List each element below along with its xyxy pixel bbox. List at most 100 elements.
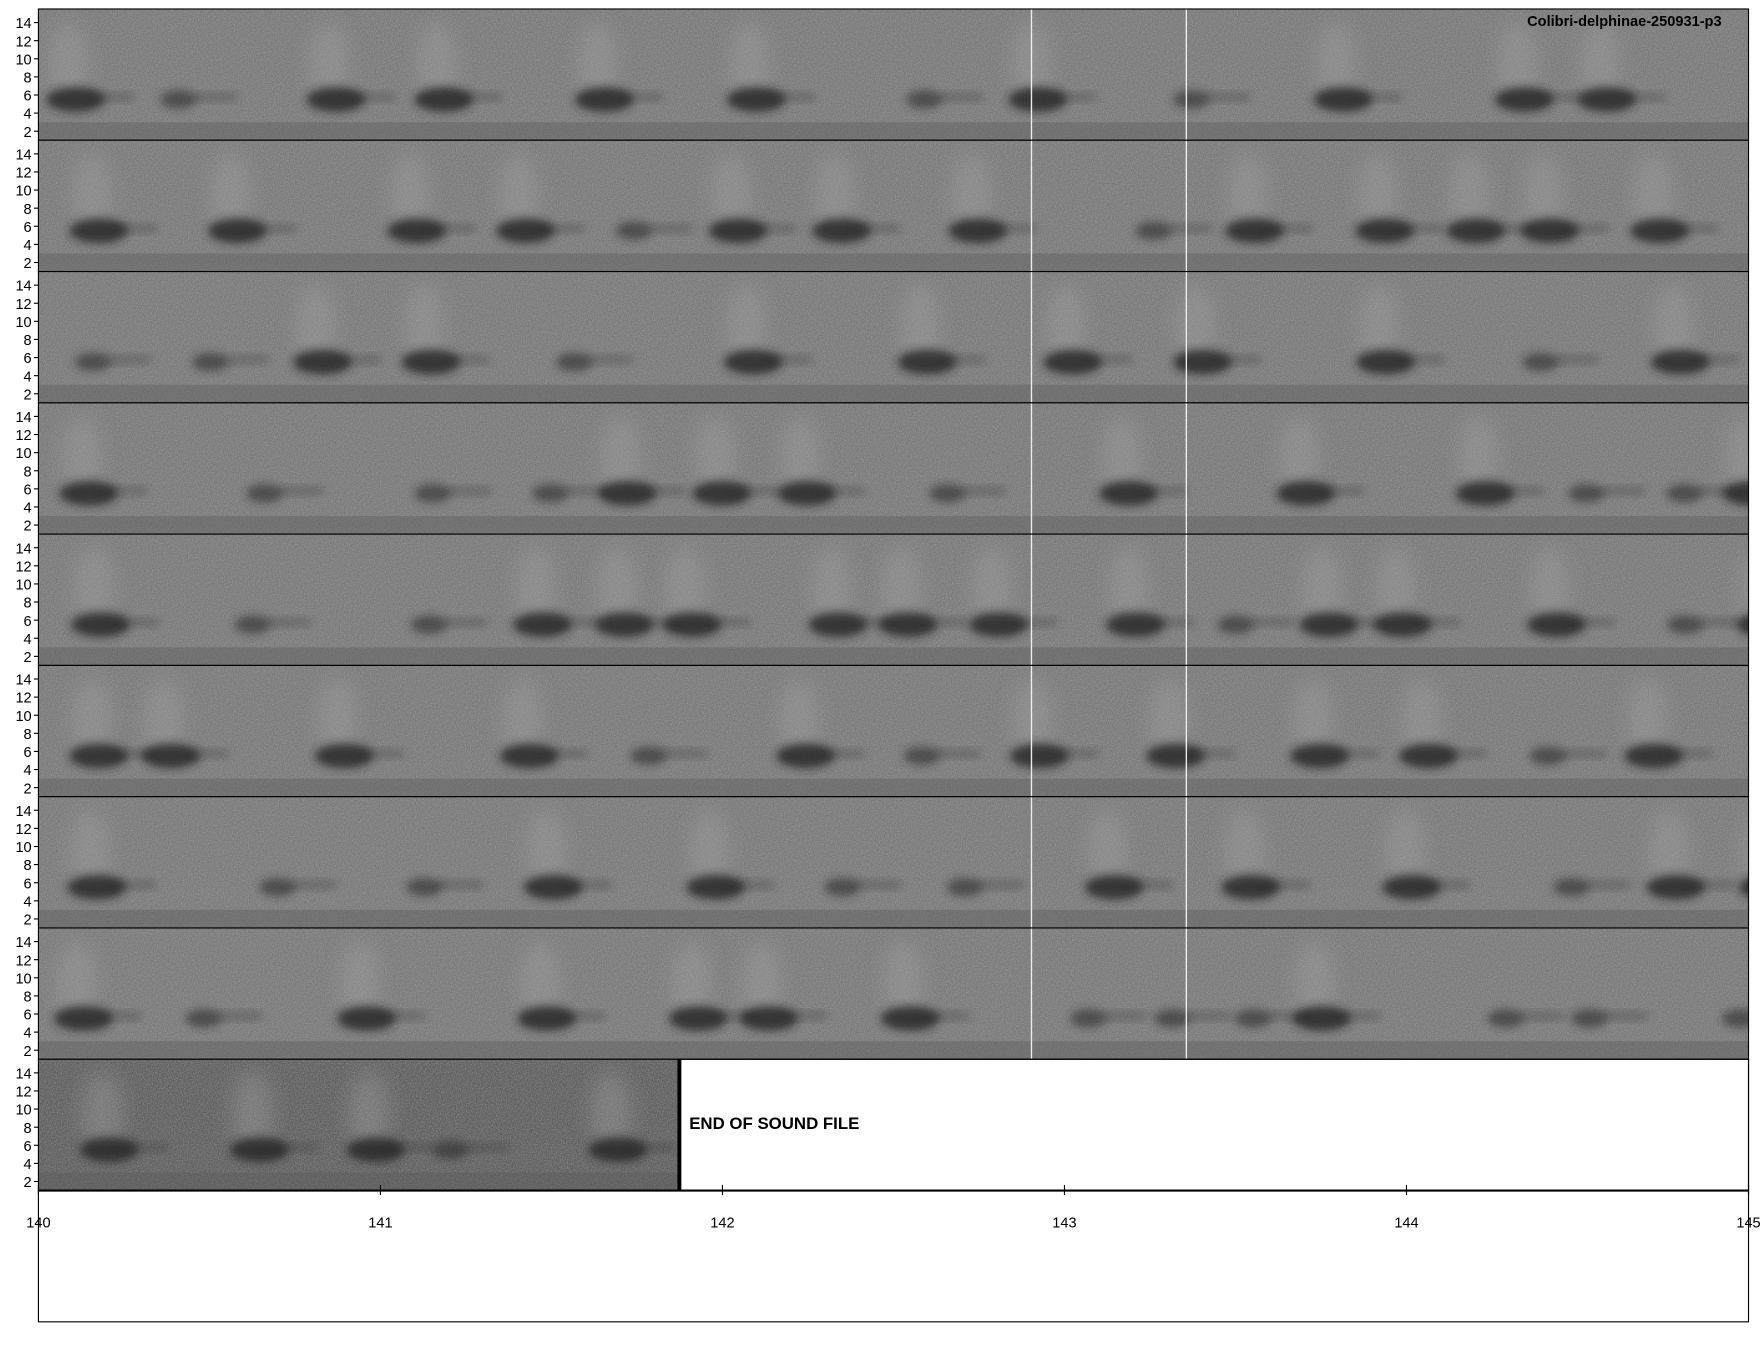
call-tail bbox=[851, 618, 897, 627]
call-tail bbox=[1264, 880, 1310, 889]
y-tick-label: 10 bbox=[15, 578, 31, 594]
y-tick-label: 12 bbox=[15, 822, 31, 838]
call-tail bbox=[587, 355, 633, 364]
call-tail bbox=[729, 880, 774, 889]
call-smear bbox=[143, 677, 184, 763]
call-body bbox=[185, 1009, 222, 1028]
call-body bbox=[432, 1140, 469, 1159]
call-smear bbox=[1648, 808, 1690, 894]
call-body bbox=[414, 484, 451, 503]
call-smear bbox=[1653, 283, 1694, 369]
y-tick-label: 12 bbox=[15, 166, 31, 182]
call-tail bbox=[1424, 880, 1470, 889]
call-body bbox=[1487, 1009, 1524, 1028]
call-smear bbox=[1316, 20, 1357, 106]
call-smear bbox=[519, 939, 561, 1025]
spectrogram-row: 2 4 6 8 10 12 14 bbox=[15, 270, 1750, 404]
call-tail bbox=[766, 355, 812, 364]
call-tail bbox=[1441, 749, 1487, 758]
call-smear bbox=[1012, 677, 1053, 763]
call-tail bbox=[782, 1012, 827, 1021]
call-smear bbox=[729, 20, 770, 106]
y-tick-label: 10 bbox=[15, 1103, 31, 1119]
y-tick-label: 10 bbox=[15, 184, 31, 200]
call-tail bbox=[1148, 618, 1194, 627]
call-smear bbox=[1724, 414, 1749, 500]
call-smear bbox=[688, 808, 730, 894]
call-smear bbox=[73, 545, 114, 632]
x-tick-label: 141 bbox=[368, 1216, 392, 1232]
call-smear bbox=[778, 677, 819, 763]
spectrogram-row: 2 4 6 8 10 12 14 bbox=[15, 664, 1750, 798]
y-tick-label: 2 bbox=[24, 781, 32, 797]
spectrogram-row: END OF SOUND FILE 2 4 6 8 10 12 14 bbox=[15, 1058, 1750, 1192]
call-tail bbox=[1673, 224, 1718, 233]
call-tail bbox=[1553, 355, 1599, 364]
call-body bbox=[1135, 221, 1172, 240]
y-tick-label: 4 bbox=[24, 1026, 32, 1042]
call-tail bbox=[751, 224, 797, 233]
call-smear bbox=[389, 151, 431, 238]
y-tick-label: 10 bbox=[15, 52, 31, 68]
row-content bbox=[38, 665, 1749, 797]
call-smear bbox=[1357, 151, 1399, 238]
y-tick-label: 2 bbox=[24, 387, 32, 403]
call-tail bbox=[854, 224, 900, 233]
call-tail bbox=[464, 1143, 509, 1152]
call-tail bbox=[183, 749, 229, 758]
y-tick-label: 14 bbox=[15, 935, 31, 951]
call-tail bbox=[647, 224, 693, 233]
call-smear bbox=[1529, 545, 1570, 632]
call-smear bbox=[664, 545, 706, 632]
call-tail bbox=[1127, 880, 1173, 889]
y-tick-label: 6 bbox=[24, 1008, 32, 1024]
call-body bbox=[259, 878, 296, 897]
call-smear bbox=[597, 545, 638, 632]
row-content bbox=[38, 927, 1749, 1060]
call-smear bbox=[590, 1070, 632, 1157]
call-body bbox=[1722, 1009, 1749, 1028]
y-tick-label: 4 bbox=[24, 107, 32, 123]
call-body bbox=[1154, 1009, 1191, 1028]
y-tick-label: 12 bbox=[15, 559, 31, 575]
call-tail bbox=[430, 224, 476, 233]
call-smear bbox=[308, 20, 350, 106]
call-smear bbox=[69, 808, 111, 894]
call-tail bbox=[640, 487, 686, 495]
call-smear bbox=[348, 1070, 390, 1157]
call-body bbox=[1722, 481, 1749, 506]
row-content bbox=[38, 796, 1749, 928]
call-tail bbox=[1051, 93, 1097, 102]
call-smear bbox=[71, 151, 113, 238]
y-tick-label: 8 bbox=[24, 990, 32, 1006]
call-tail bbox=[1561, 749, 1607, 758]
call-smear bbox=[694, 414, 736, 500]
call-body bbox=[615, 221, 652, 240]
call-smear bbox=[1292, 677, 1334, 763]
call-body bbox=[906, 90, 943, 109]
call-tail bbox=[272, 1143, 318, 1152]
call-tail bbox=[769, 93, 815, 102]
row-content bbox=[38, 402, 1749, 535]
call-smear bbox=[81, 1070, 123, 1157]
call-smear bbox=[1227, 151, 1268, 238]
call-smear bbox=[880, 545, 922, 632]
call-tail bbox=[122, 1143, 168, 1152]
call-tail bbox=[1342, 618, 1388, 627]
call-tail bbox=[113, 618, 159, 627]
y-tick-label: 10 bbox=[15, 709, 31, 725]
row-noise bbox=[38, 8, 1749, 141]
y-tick-label: 2 bbox=[24, 519, 32, 535]
call-smear bbox=[810, 545, 852, 632]
call-tail bbox=[349, 93, 395, 102]
call-tail bbox=[110, 880, 156, 889]
call-smear bbox=[1278, 414, 1320, 500]
low-band bbox=[38, 253, 1749, 272]
y-tick-label: 4 bbox=[24, 894, 32, 910]
call-tail bbox=[617, 93, 663, 102]
call-tail bbox=[1693, 355, 1739, 364]
call-body bbox=[630, 746, 667, 765]
x-tick-label: 143 bbox=[1052, 1216, 1076, 1232]
y-tick-label: 2 bbox=[24, 1044, 32, 1060]
y-tick-label: 8 bbox=[24, 202, 32, 218]
